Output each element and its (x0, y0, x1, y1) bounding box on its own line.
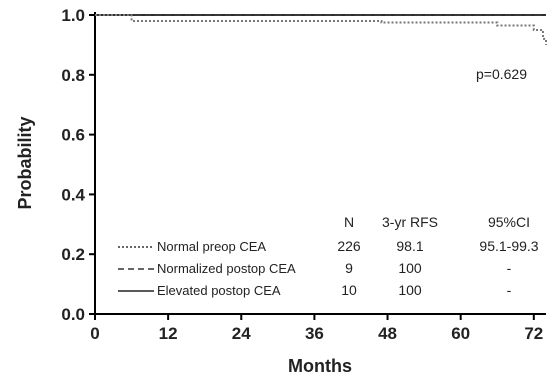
x-tick-label: 48 (378, 324, 397, 343)
row-n-elevated-postop: 10 (341, 282, 357, 298)
y-tick-label: 0.4 (61, 185, 85, 204)
legend-label-normal-preop: Normal preop CEA (157, 239, 266, 254)
p-value-annotation: p=0.629 (476, 66, 527, 82)
table-header-ci: 95%CI (488, 214, 530, 230)
row-n-normal-preop: 226 (337, 238, 361, 254)
y-tick-label: 0.8 (61, 66, 85, 85)
x-tick-label: 60 (451, 324, 470, 343)
x-tick-label: 24 (232, 324, 251, 343)
y-tick-label: 0.2 (61, 245, 85, 264)
survival-curves (95, 14, 547, 45)
row-rfs-normalized-postop: 100 (398, 260, 422, 276)
y-tick-label: 0.6 (61, 126, 85, 145)
row-ci-elevated-postop: - (507, 282, 512, 298)
x-ticks: 0 12 24 36 48 60 72 (90, 314, 543, 343)
x-axis-title: Months (288, 356, 352, 376)
row-n-normalized-postop: 9 (345, 260, 353, 276)
row-ci-normalized-postop: - (507, 260, 512, 276)
y-axis-title: Probability (15, 116, 35, 209)
row-rfs-normal-preop: 98.1 (396, 238, 423, 254)
legend-label-elevated-postop: Elevated postop CEA (157, 283, 281, 298)
y-tick-label: 1.0 (61, 6, 85, 25)
y-ticks: 0.0 0.2 0.4 0.6 0.8 1.0 (61, 6, 95, 324)
y-tick-label: 0.0 (61, 305, 85, 324)
table-header-n: N (344, 214, 354, 230)
x-tick-label: 12 (159, 324, 178, 343)
row-ci-normal-preop: 95.1-99.3 (479, 238, 538, 254)
row-rfs-elevated-postop: 100 (398, 282, 422, 298)
table-header-rfs: 3-yr RFS (382, 214, 438, 230)
x-tick-label: 36 (305, 324, 324, 343)
curve-dotted (95, 14, 547, 45)
legend-label-normalized-postop: Normalized postop CEA (157, 261, 296, 276)
x-tick-label: 0 (90, 324, 99, 343)
x-tick-label: 72 (524, 324, 543, 343)
